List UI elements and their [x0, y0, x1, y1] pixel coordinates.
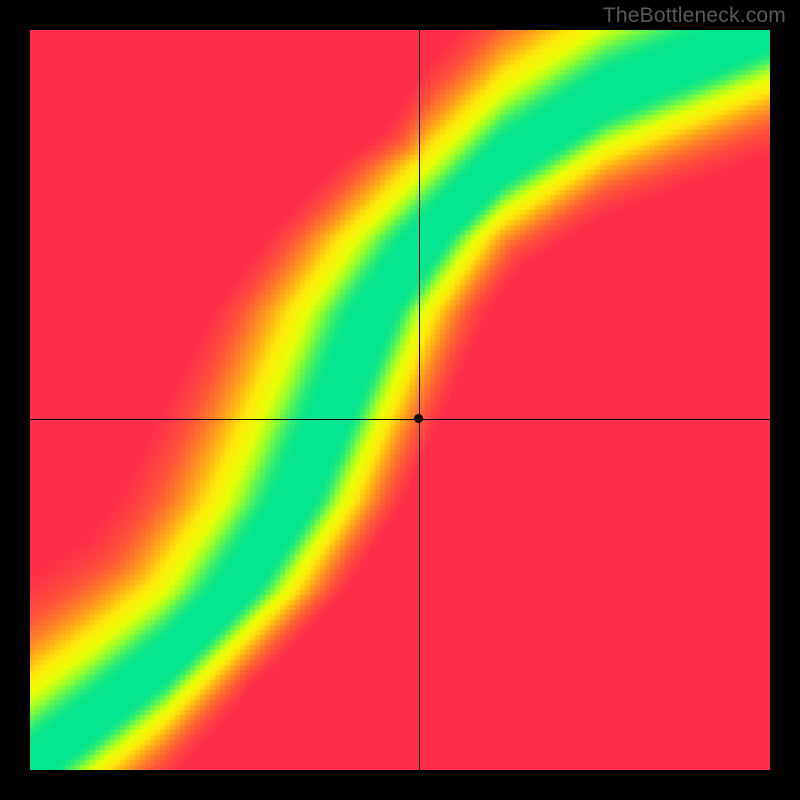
chart-wrapper: TheBottleneck.com — [0, 0, 800, 800]
frame-left — [0, 0, 30, 800]
watermark-text: TheBottleneck.com — [603, 4, 786, 28]
frame-right — [770, 0, 800, 800]
marker-dot — [414, 414, 423, 423]
crosshair-vertical — [419, 30, 420, 770]
crosshair-horizontal — [30, 419, 770, 420]
frame-bottom — [0, 770, 800, 800]
heatmap-canvas — [30, 30, 770, 770]
